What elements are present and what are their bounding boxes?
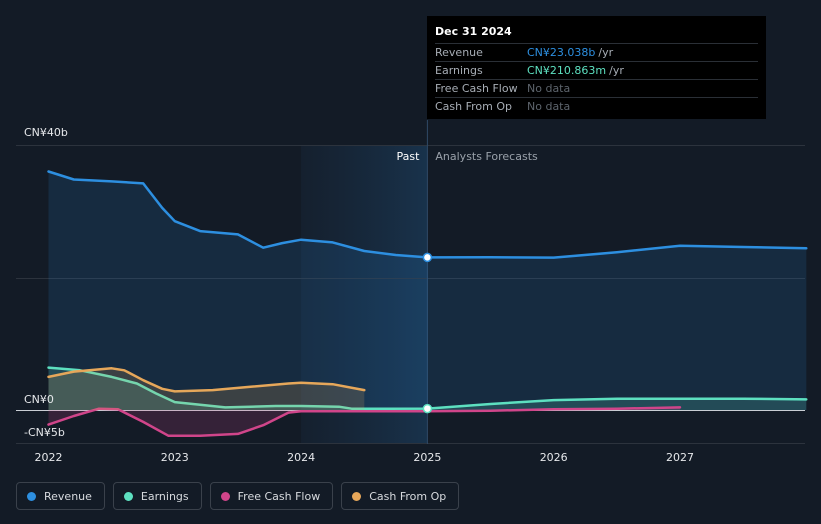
y-axis-label: -CN¥5b bbox=[24, 426, 65, 439]
tooltip-label: Revenue bbox=[435, 46, 483, 59]
tooltip-row-cash-from-op: Cash From Op No data bbox=[435, 97, 758, 115]
legend-item-free-cash-flow[interactable]: Free Cash Flow bbox=[209, 482, 334, 510]
legend-dot-icon bbox=[123, 491, 133, 501]
legend-item-cash-from-op[interactable]: Cash From Op bbox=[341, 482, 460, 510]
legend-label: Cash From Op bbox=[369, 489, 447, 503]
x-axis-tick-label: 2022 bbox=[35, 451, 63, 464]
series-line-earnings bbox=[47, 366, 808, 410]
tooltip-date: Dec 31 2024 bbox=[435, 25, 512, 38]
tooltip-unit: /yr bbox=[598, 46, 614, 59]
series-line-free-cash-flow bbox=[47, 406, 682, 438]
tooltip-row-free-cash-flow: Free Cash Flow No data bbox=[435, 79, 758, 97]
x-axis-tick-label: 2025 bbox=[413, 451, 441, 464]
tooltip-label: Earnings bbox=[435, 64, 483, 77]
series-line-cash-from-op bbox=[47, 367, 366, 393]
series-area-revenue bbox=[48, 171, 807, 410]
chart-legend: Revenue Earnings Free Cash Flow Cash Fro… bbox=[16, 482, 460, 512]
tooltip-label: Free Cash Flow bbox=[435, 82, 518, 95]
series-area-cash-from-op bbox=[48, 368, 365, 410]
legend-dot-icon bbox=[220, 491, 230, 501]
series-area-free-cash-flow bbox=[48, 407, 680, 436]
legend-label: Free Cash Flow bbox=[237, 489, 321, 503]
x-axis-tick-label: 2027 bbox=[666, 451, 694, 464]
x-axis-tick-label: 2024 bbox=[287, 451, 315, 464]
past-region bbox=[301, 145, 428, 444]
series-line-revenue bbox=[47, 170, 808, 259]
tooltip-row-earnings: Earnings CN¥210.863m /yr bbox=[435, 61, 758, 79]
past-label: Past bbox=[396, 150, 420, 163]
tooltip-row-revenue: Revenue CN¥23.038b /yr bbox=[435, 43, 758, 61]
legend-dot-icon bbox=[27, 491, 36, 501]
legend-label: Earnings bbox=[140, 489, 189, 503]
x-axis-tick-label: 2023 bbox=[161, 451, 189, 464]
forecast-label: Analysts Forecasts bbox=[435, 150, 538, 163]
y-axis-label: CN¥0 bbox=[24, 393, 54, 406]
highlight-point bbox=[422, 403, 433, 414]
tooltip-unit: /yr bbox=[609, 64, 624, 77]
legend-dot-icon bbox=[352, 491, 362, 501]
tooltip-value: CN¥210.863m bbox=[527, 64, 607, 77]
data-tooltip: Dec 31 2024 Revenue CN¥23.038b /yr Earni… bbox=[427, 16, 766, 119]
x-axis-tick-label: 2026 bbox=[540, 451, 568, 464]
tooltip-value: No data bbox=[527, 82, 571, 95]
legend-label: Revenue bbox=[44, 489, 92, 503]
legend-item-earnings[interactable]: Earnings bbox=[112, 482, 202, 510]
tooltip-value: CN¥23.038b bbox=[527, 46, 596, 59]
highlight-point bbox=[422, 252, 433, 263]
tooltip-label: Cash From Op bbox=[435, 100, 513, 113]
tooltip-value: No data bbox=[527, 100, 571, 113]
y-axis-label: CN¥40b bbox=[24, 126, 68, 139]
legend-item-revenue[interactable]: Revenue bbox=[16, 482, 105, 510]
